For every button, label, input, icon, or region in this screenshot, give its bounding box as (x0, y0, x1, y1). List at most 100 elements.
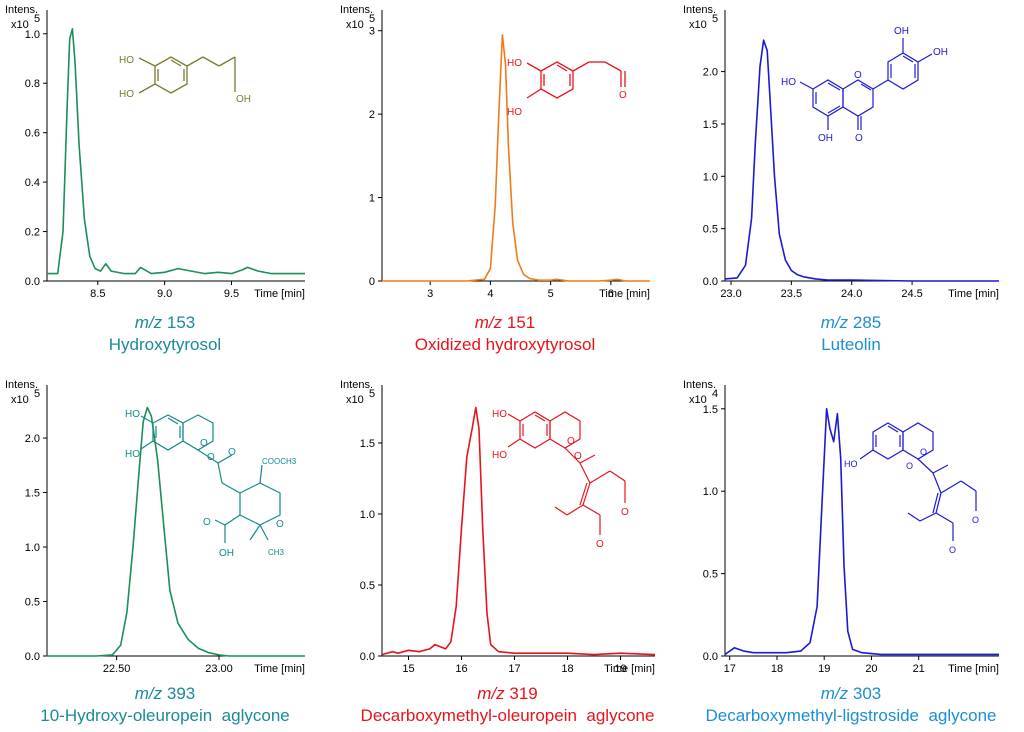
y-axis-multiplier: x10 (346, 19, 364, 31)
y-axis-exponent: 5 (712, 13, 718, 25)
chromatogram-line (724, 39, 999, 282)
structure-label: O (276, 519, 284, 530)
chart-caption: m/z 393 10-Hydroxy-oleuropein aglycone (0, 683, 330, 727)
chart-10-hydroxy-oleuropein-aglycone: Intens. x10 5 0.0 0.5 1.0 1.5 2.0 22.50 23.00 Time… (5, 379, 305, 675)
structure-10-hydroxy-oleuropein: HO HO O O O COOCH3 O OH O CH3 (125, 409, 297, 559)
structure-label: O (596, 539, 604, 550)
y-tick-label: 0.5 (703, 224, 718, 236)
x-tick-label: 19 (614, 663, 626, 675)
chart-caption: m/z 153 Hydroxytyrosol (0, 312, 330, 356)
structure-label: HO (781, 77, 796, 88)
x-tick-label: 6 (608, 288, 614, 300)
y-tick-label: 1.0 (360, 509, 375, 521)
x-axis-title: Time [min] (254, 663, 305, 675)
chart-panel-10-hydroxy-oleuropein-aglycone: Intens. x10 5 0.0 0.5 1.0 1.5 2.0 22.50 23.00 Time… (0, 375, 330, 732)
x-tick-label: 20 (865, 663, 877, 675)
y-axis-exponent: 5 (369, 13, 375, 25)
y-tick-label: 0.0 (25, 651, 40, 663)
y-tick-label: 0.5 (25, 597, 40, 609)
compound-name: Luteolin (821, 335, 881, 354)
structure-label: HO (507, 58, 522, 69)
x-axis-title: Time [min] (948, 663, 999, 675)
structure-label: O (567, 436, 575, 447)
x-tick-label: 8.5 (90, 288, 105, 300)
chromatogram-line (47, 406, 305, 657)
structure-label: O (203, 517, 211, 528)
y-axis-exponent: 5 (369, 388, 375, 400)
chart-hydroxytyrosol: Intens. x10 5 0.0 0.2 0.4 0.6 0.8 1.0 8.5 9.0 9.5 Ti… (5, 4, 305, 300)
structure-label: O (972, 515, 979, 525)
y-axis-exponent: 5 (34, 13, 40, 25)
y-tick-label: 1.0 (25, 29, 40, 41)
chart-caption: m/z 151 Oxidized hydroxytyrosol (335, 312, 675, 356)
chromatogram-line (382, 34, 650, 282)
y-tick-label: 1.5 (703, 119, 718, 131)
y-tick-label: 1 (369, 193, 375, 205)
y-axis-multiplier: x10 (689, 394, 707, 406)
mz-value: 393 (166, 684, 196, 703)
y-axis-exponent: 5 (34, 388, 40, 400)
y-tick-label: 2 (369, 109, 375, 121)
y-tick-label: 0.6 (25, 128, 40, 140)
y-tick-label: 0.5 (703, 569, 718, 581)
structure-oxidized-hydroxytyrosol: HO HO O (507, 58, 627, 118)
structure-decarboxymethyl-oleuropein: HO HO O O O O (492, 409, 629, 550)
structure-label: HO (492, 450, 507, 461)
y-tick-label: 0.8 (25, 78, 40, 90)
mz-value: 151 (506, 313, 536, 332)
mz-value: 285 (852, 313, 882, 332)
y-tick-label: 1.0 (703, 486, 718, 498)
compound-name: 10-Hydroxy-oleuropein aglycone (40, 706, 290, 725)
structure-label: OH (933, 47, 948, 58)
structure-label: HO (119, 55, 134, 66)
mz-prefix: m/z (134, 684, 163, 703)
structure-label: OH (236, 94, 251, 105)
chromatogram-line (724, 407, 999, 656)
x-tick-label: 19 (818, 663, 830, 675)
x-tick-label: 3 (427, 288, 433, 300)
mz-line: m/z 319 (335, 683, 680, 705)
x-tick-label: 17 (508, 663, 520, 675)
mz-value: 303 (852, 684, 882, 703)
x-tick-label: 9.5 (224, 288, 239, 300)
y-axis-title: Intens. (5, 4, 38, 16)
structure-label: O (855, 133, 863, 144)
y-tick-label: 0.0 (360, 651, 375, 663)
compound-name: Oxidized hydroxytyrosol (414, 335, 596, 354)
chart-panel-oxidized-hydroxytyrosol: Intens. x10 5 0 1 2 3 3 4 5 6 Time [min] HO HO O m/… (335, 0, 675, 362)
mz-prefix: m/z (820, 684, 849, 703)
x-tick-label: 5 (548, 288, 554, 300)
chart-panel-decarboxymethyl-oleuropein-aglycone: Intens. x10 5 0.0 0.5 1.0 1.5 15 16 17 18 19 Time [m… (335, 375, 680, 732)
y-tick-label: 1.5 (703, 404, 718, 416)
structure-label: OH (894, 26, 909, 37)
y-tick-label: 0.2 (25, 227, 40, 239)
mz-prefix: m/z (477, 684, 505, 703)
y-tick-label: 0.0 (703, 651, 718, 663)
x-tick-label: 21 (913, 663, 925, 675)
compound-name: Decarboxymethyl-oleuropein aglycone (360, 706, 655, 725)
x-tick-label: 15 (402, 663, 414, 675)
y-axis-multiplier: x10 (689, 19, 707, 31)
mz-line: m/z 303 (678, 683, 1024, 705)
mz-value: 319 (509, 684, 538, 703)
y-tick-label: 0.0 (25, 276, 40, 288)
compound-name: Hydroxytyrosol (108, 335, 222, 354)
structure-label: O (949, 545, 956, 555)
y-tick-label: 1.5 (25, 488, 40, 500)
mz-prefix: m/z (474, 313, 503, 332)
mz-value: 153 (166, 313, 196, 332)
mz-line: m/z 393 (0, 683, 330, 705)
mz-line: m/z 285 (678, 312, 1024, 334)
chart-panel-decarboxymethyl-ligstroside-aglycone: Intens. x10 4 0.0 0.5 1.0 1.5 17 18 19 20 21 Time [m… (678, 375, 1024, 732)
x-tick-label: 23.0 (720, 288, 741, 300)
x-axis-title: Time [min] (604, 663, 655, 675)
structure-label: O (920, 447, 927, 457)
x-tick-label: 23.00 (205, 663, 233, 675)
structure-label: O (906, 461, 913, 471)
x-tick-label: 22.50 (103, 663, 131, 675)
y-tick-label: 1.0 (25, 542, 40, 554)
x-axis-title: Time [min] (948, 288, 999, 300)
structure-label: O (200, 438, 208, 449)
structure-label: COOCH3 (262, 457, 297, 466)
y-axis-multiplier: x10 (346, 394, 364, 406)
